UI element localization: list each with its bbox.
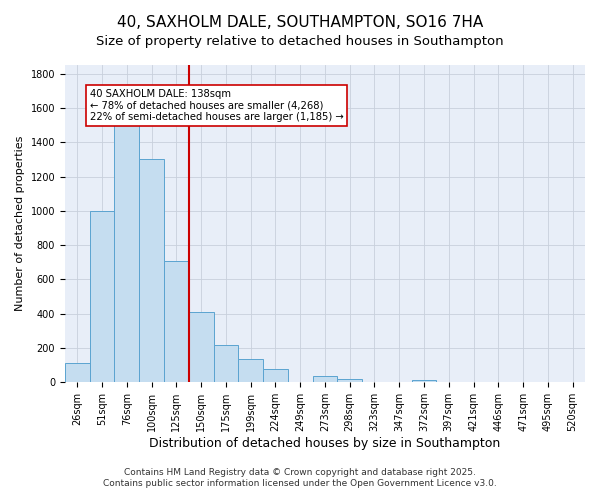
- Bar: [189, 312, 214, 382]
- Bar: [263, 370, 288, 382]
- Y-axis label: Number of detached properties: Number of detached properties: [15, 136, 25, 312]
- Bar: [313, 376, 337, 382]
- Text: 40 SAXHOLM DALE: 138sqm
← 78% of detached houses are smaller (4,268)
22% of semi: 40 SAXHOLM DALE: 138sqm ← 78% of detache…: [89, 89, 343, 122]
- Bar: [412, 380, 436, 382]
- Bar: [337, 379, 362, 382]
- Bar: [115, 125, 139, 382]
- Bar: [238, 359, 263, 382]
- Text: Size of property relative to detached houses in Southampton: Size of property relative to detached ho…: [96, 35, 504, 48]
- Bar: [164, 260, 189, 382]
- Text: 40, SAXHOLM DALE, SOUTHAMPTON, SO16 7HA: 40, SAXHOLM DALE, SOUTHAMPTON, SO16 7HA: [117, 15, 483, 30]
- Text: Contains HM Land Registry data © Crown copyright and database right 2025.
Contai: Contains HM Land Registry data © Crown c…: [103, 468, 497, 487]
- Bar: [65, 364, 89, 382]
- Bar: [139, 160, 164, 382]
- Bar: [214, 346, 238, 383]
- Bar: [89, 211, 115, 382]
- X-axis label: Distribution of detached houses by size in Southampton: Distribution of detached houses by size …: [149, 437, 500, 450]
